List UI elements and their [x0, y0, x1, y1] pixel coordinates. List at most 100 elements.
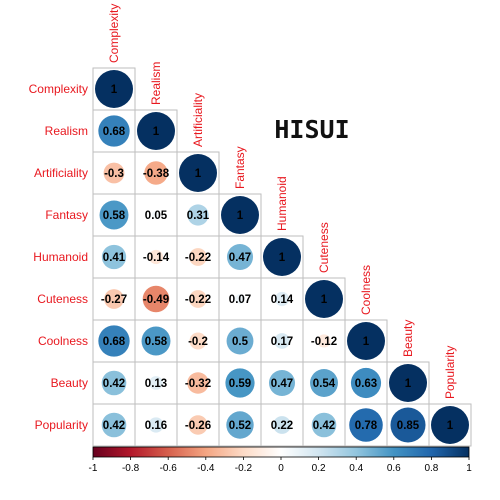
corr-circle-artificiality-complexity — [103, 162, 125, 184]
corr-circle-cuteness-complexity — [104, 289, 124, 309]
colorbar-tick-label: -0.2 — [235, 463, 253, 474]
corr-circle-cuteness-realism — [142, 285, 170, 313]
corr-circle-beauty-cuteness — [310, 369, 338, 397]
corr-value-label: 1 — [279, 252, 286, 264]
corr-value-label: -0.27 — [101, 294, 127, 306]
column-label-artificiality: Artificiality — [191, 93, 205, 147]
corr-circle-humanoid-fantasy — [226, 243, 254, 271]
corr-circle-humanoid-complexity — [101, 244, 127, 270]
column-label-realism: Realism — [149, 62, 163, 105]
corr-value-label: 1 — [111, 84, 118, 96]
corr-value-label: -0.49 — [143, 294, 169, 306]
corr-value-label: -0.22 — [185, 252, 211, 264]
corr-value-label: 0.22 — [271, 420, 293, 432]
chart-title: HISUI — [274, 115, 349, 144]
row-label-complexity: Complexity — [29, 82, 88, 96]
corr-circle-popularity-popularity — [431, 406, 469, 444]
column-label-humanoid: Humanoid — [275, 176, 289, 231]
colorbar-tick-label: -0.8 — [122, 463, 140, 474]
corr-circle-beauty-realism — [149, 376, 163, 390]
corr-circle-popularity-fantasy — [226, 411, 254, 439]
corr-circle-popularity-humanoid — [273, 416, 291, 434]
corr-circle-artificiality-realism — [144, 161, 168, 185]
colorbar-tick-label: 0.4 — [349, 463, 363, 474]
corr-value-label: 0.31 — [187, 210, 210, 222]
corr-value-label: 1 — [153, 126, 160, 138]
corr-circle-beauty-coolness — [350, 367, 382, 399]
colorbar-tick-label: 0.2 — [312, 463, 326, 474]
corr-circle-humanoid-humanoid — [263, 238, 301, 276]
colorbar-tick-label: -0.6 — [160, 463, 178, 474]
row-label-fantasy: Fantasy — [45, 208, 88, 222]
corr-value-label: 0.85 — [397, 420, 420, 432]
colorbar — [92, 446, 470, 458]
corr-value-label: 0.58 — [103, 210, 126, 222]
corr-circle-coolness-fantasy — [226, 327, 254, 355]
column-label-beauty: Beauty — [401, 320, 415, 357]
corr-circle-cuteness-fantasy — [234, 293, 246, 305]
corr-value-label: 0.47 — [229, 252, 251, 264]
corr-value-label: 0.14 — [271, 294, 294, 306]
corr-circle-cuteness-artificiality — [189, 290, 207, 308]
corr-value-label: -0.3 — [104, 168, 124, 180]
corr-circle-popularity-artificiality — [188, 415, 208, 435]
corr-value-label: 0.07 — [229, 294, 251, 306]
corr-circle-artificiality-artificiality — [179, 154, 217, 192]
column-label-popularity: Popularity — [443, 346, 457, 399]
corr-circle-cuteness-cuteness — [305, 280, 343, 318]
corr-value-label: 0.63 — [355, 378, 377, 390]
corr-value-label: 1 — [237, 210, 244, 222]
column-label-complexity: Complexity — [107, 4, 121, 63]
corr-circle-beauty-beauty — [389, 364, 427, 402]
colorbar-tick-label: 0 — [278, 463, 284, 474]
corr-circle-popularity-beauty — [390, 407, 426, 443]
corr-value-label: 0.78 — [355, 420, 378, 432]
corr-circle-beauty-artificiality — [187, 372, 209, 394]
corr-circle-beauty-fantasy — [225, 368, 255, 398]
corr-circle-beauty-complexity — [101, 370, 127, 396]
corr-value-label: -0.26 — [185, 420, 211, 432]
corr-circle-humanoid-artificiality — [189, 248, 207, 266]
corr-value-label: 1 — [195, 168, 202, 180]
column-label-fantasy: Fantasy — [233, 146, 247, 189]
corr-value-label: -0.14 — [143, 252, 170, 264]
corr-value-label: -0.2 — [188, 336, 208, 348]
corr-value-label: 0.16 — [145, 420, 167, 432]
corr-circle-popularity-coolness — [349, 408, 383, 442]
corr-circle-coolness-humanoid — [274, 333, 290, 349]
corr-circle-realism-realism — [137, 112, 175, 150]
column-label-cuteness: Cuteness — [317, 222, 331, 273]
corr-circle-fantasy-fantasy — [221, 196, 259, 234]
corr-value-label: 0.58 — [145, 336, 168, 348]
row-label-cuteness: Cuteness — [37, 292, 88, 306]
corr-value-label: 0.42 — [313, 420, 335, 432]
colorbar-tick-label: -0.4 — [197, 463, 215, 474]
corr-value-label: 0.68 — [103, 336, 126, 348]
corr-circle-popularity-realism — [148, 417, 164, 433]
colorbar-tick-label: 0.8 — [424, 463, 438, 474]
corr-value-label: -0.12 — [311, 336, 337, 348]
corr-circle-cuteness-humanoid — [274, 291, 290, 307]
corr-value-label: 0.41 — [103, 252, 126, 264]
corr-circle-popularity-complexity — [101, 412, 127, 438]
colorbar-tick-label: 0.6 — [387, 463, 401, 474]
row-label-coolness: Coolness — [38, 334, 88, 348]
corr-circle-fantasy-artificiality — [187, 204, 209, 226]
corr-value-label: -0.38 — [143, 168, 170, 180]
corr-value-label: 0.17 — [271, 336, 293, 348]
corr-value-label: 0.54 — [313, 378, 336, 390]
corr-circle-coolness-realism — [141, 326, 171, 356]
corr-value-label: 1 — [447, 420, 454, 432]
row-label-humanoid: Humanoid — [33, 250, 88, 264]
row-label-beauty: Beauty — [51, 376, 88, 390]
corr-value-label: 0.13 — [145, 378, 167, 390]
column-label-coolness: Coolness — [359, 265, 373, 315]
corr-circle-humanoid-realism — [148, 249, 164, 265]
corr-circle-complexity-complexity — [95, 70, 133, 108]
corr-value-label: 0.5 — [232, 336, 249, 348]
corr-value-label: 0.42 — [103, 378, 125, 390]
colorbar-tick-label: 1 — [466, 463, 472, 474]
corr-circle-coolness-complexity — [98, 325, 130, 357]
row-label-realism: Realism — [45, 124, 88, 138]
